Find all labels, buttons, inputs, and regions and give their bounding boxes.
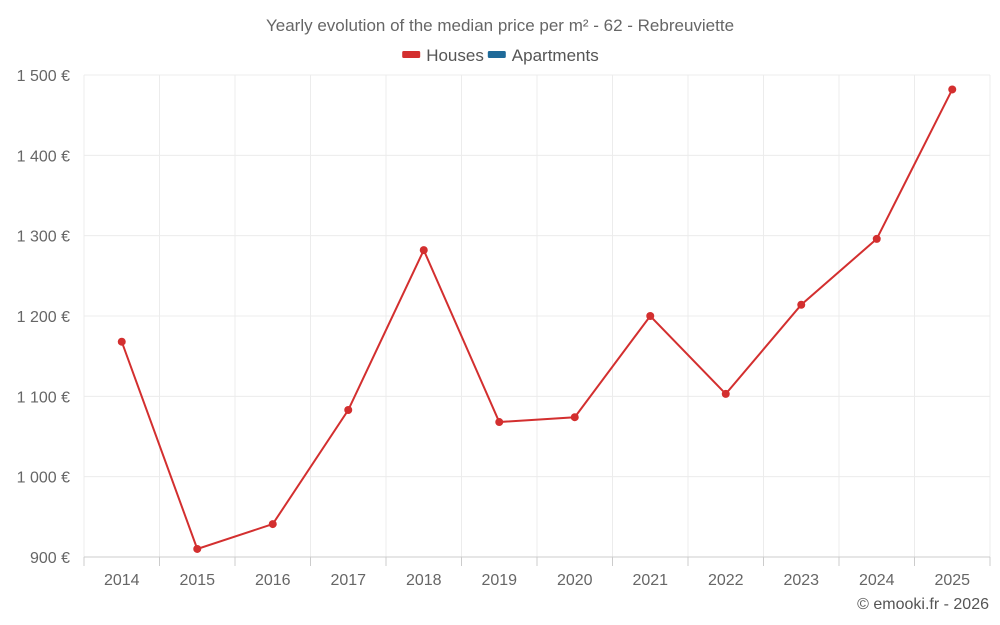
y-tick-label: 1 000 € — [17, 470, 70, 487]
x-tick-label: 2015 — [179, 572, 215, 589]
data-point-houses-2017[interactable] — [344, 405, 353, 414]
x-tick-label: 2017 — [330, 572, 366, 589]
y-tick-label: 1 400 € — [17, 148, 70, 165]
data-point-houses-2022[interactable] — [721, 389, 730, 398]
data-point-houses-2016[interactable] — [268, 520, 277, 529]
x-tick-label: 2016 — [255, 572, 291, 589]
x-axis-tick-marks — [83, 557, 991, 566]
x-tick-label: 2025 — [934, 572, 970, 589]
legend-item-apartments[interactable]: Apartments — [487, 46, 599, 65]
y-tick-label: 1 200 € — [17, 309, 70, 326]
y-tick-label: 1 300 € — [17, 229, 70, 246]
legend-item-houses[interactable]: Houses — [402, 46, 484, 65]
legend-label: Houses — [426, 46, 484, 65]
data-point-houses-2024[interactable] — [872, 234, 881, 243]
data-point-houses-2025[interactable] — [948, 85, 957, 94]
series-line-houses — [120, 89, 954, 551]
y-tick-label: 1 500 € — [17, 68, 70, 85]
credit-text: © emooki.fr - 2026 — [857, 596, 989, 613]
data-point-houses-2023[interactable] — [797, 300, 806, 309]
x-axis-labels: 2014 2015 2016 2017 2018 2019 2020 2021 2022 2023… — [104, 572, 970, 589]
series-layer — [117, 85, 957, 553]
data-point-houses-2020[interactable] — [570, 413, 579, 422]
x-tick-label: 2020 — [557, 572, 593, 589]
y-axis-labels: 900 € 1 000 € 1 100 € 1 200 € 1 300 € 1 400 €… — [17, 68, 70, 567]
data-point-houses-2018[interactable] — [419, 246, 428, 255]
y-tick-label: 900 € — [30, 550, 70, 567]
y-tick-label: 1 100 € — [17, 389, 70, 406]
legend-label: Apartments — [512, 46, 599, 65]
legend-swatch — [402, 51, 421, 58]
x-tick-label: 2024 — [859, 572, 895, 589]
x-tick-label: 2021 — [632, 572, 668, 589]
legend-swatch — [487, 51, 506, 58]
x-tick-label: 2014 — [104, 572, 140, 589]
data-point-houses-2014[interactable] — [117, 337, 126, 346]
data-point-houses-2021[interactable] — [646, 312, 655, 320]
legend: Houses Apartments — [402, 46, 599, 65]
x-tick-label: 2022 — [708, 572, 744, 589]
data-point-houses-2019[interactable] — [495, 418, 504, 427]
x-tick-label: 2018 — [406, 572, 442, 589]
x-tick-label: 2023 — [783, 572, 819, 589]
data-point-houses-2015[interactable] — [193, 544, 202, 553]
chart-title: Yearly evolution of the median price per… — [266, 16, 734, 35]
x-tick-label: 2019 — [481, 572, 517, 589]
